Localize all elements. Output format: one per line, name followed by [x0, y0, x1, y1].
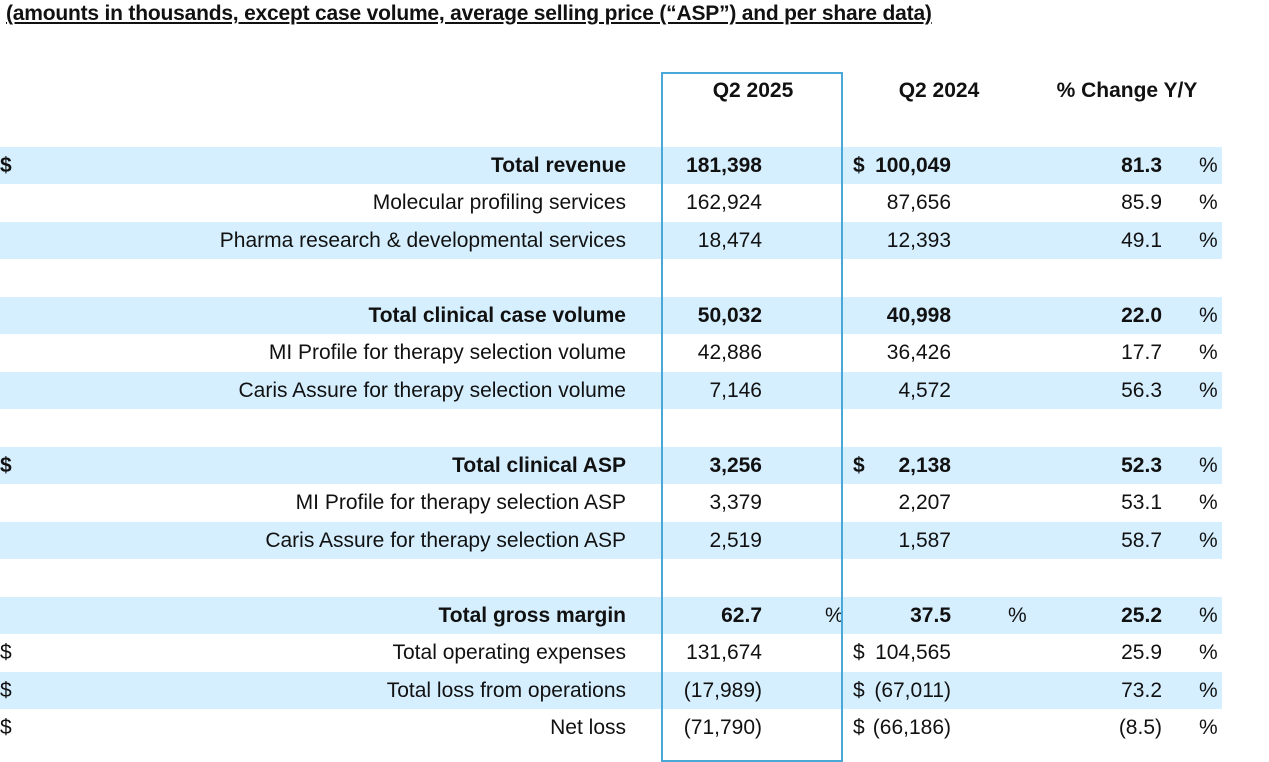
q2-2025-value: 3,256: [709, 454, 762, 477]
q2-2024-value: 2,207: [898, 491, 951, 514]
change-value: 56.3: [1121, 379, 1162, 402]
table-row: Molecular profiling services 162,924 87,65…: [0, 184, 1222, 221]
change-percent-sign: %: [1199, 641, 1218, 664]
q2-2024-value: 87,656: [886, 191, 951, 214]
change-value: 17.7: [1121, 341, 1162, 364]
q2-2024-currency: $: [853, 641, 865, 664]
change-value: 25.2: [1121, 604, 1162, 627]
q2-2024-currency: $: [853, 716, 865, 739]
q2-2025-value: 162,924: [686, 191, 762, 214]
q2-2024-value: 4,572: [898, 379, 951, 402]
change-percent-sign: %: [1199, 379, 1218, 402]
table-caption: (amounts in thousands, except case volum…: [6, 2, 932, 25]
q2-2025-value: 3,379: [709, 491, 762, 514]
q2-2025-value: 2,519: [709, 529, 762, 552]
column-header-q2-2024: Q2 2024: [898, 79, 980, 102]
change-value: 53.1: [1121, 491, 1162, 514]
row-label: Caris Assure for therapy selection volum…: [238, 379, 626, 402]
table-row: Net loss $ (71,790) $ (66,186) (8.5)%: [0, 709, 1222, 746]
row-label: Total gross margin: [438, 604, 626, 627]
row-label: Total clinical case volume: [368, 304, 626, 327]
q2-2024-value: 36,426: [886, 341, 951, 364]
row-label: MI Profile for therapy selection ASP: [295, 491, 626, 514]
change-value: 58.7: [1121, 529, 1162, 552]
change-percent-sign: %: [1199, 304, 1218, 327]
change-percent-sign: %: [1199, 341, 1218, 364]
q2-2024-value: 12,393: [886, 229, 951, 252]
row-label: Net loss: [550, 716, 626, 739]
q2-2024-value: (67,011): [874, 679, 951, 702]
row-label: MI Profile for therapy selection volume: [268, 341, 626, 364]
q2-2025-value: 62.7: [721, 604, 762, 627]
row-label: Molecular profiling services: [372, 191, 626, 214]
row-label: Total revenue: [491, 154, 626, 177]
table-row: Total operating expenses $131,674 $104,565…: [0, 634, 1222, 671]
change-percent-sign: %: [1199, 191, 1218, 214]
q2-2024-value: 37.5: [910, 604, 951, 627]
q2-2024-currency: $: [853, 154, 865, 177]
q2-2024-currency: $: [853, 454, 865, 477]
table-row: Total loss from operations $ (17,989) $ (67,…: [0, 672, 1222, 709]
q2-2025-value: (17,989): [683, 679, 762, 702]
q2-2025-value: 50,032: [697, 304, 762, 327]
q2-2024-value: 2,138: [898, 454, 951, 477]
row-label: Caris Assure for therapy selection ASP: [265, 529, 626, 552]
q2-2025-percent-sign: %: [825, 604, 844, 627]
column-header-change: % Change Y/Y: [1056, 79, 1198, 102]
change-value: 52.3: [1121, 454, 1162, 477]
q2-2025-value: 42,886: [697, 341, 762, 364]
row-label: Total operating expenses: [392, 641, 627, 664]
q2-2025-value: 18,474: [697, 229, 762, 252]
change-value: 22.0: [1121, 304, 1162, 327]
q2-2025-currency: $: [0, 454, 12, 477]
change-value: 85.9: [1121, 191, 1162, 214]
change-percent-sign: %: [1199, 716, 1218, 739]
column-header-q2-2025: Q2 2025: [712, 79, 794, 102]
change-value: 73.2: [1121, 679, 1162, 702]
q2-2024-value: (66,186): [872, 716, 951, 739]
q2-2025-currency: $: [0, 679, 12, 702]
q2-2024-currency: $: [853, 679, 865, 702]
table-row: Total clinical ASP $3,256 $2,138 52.3%: [0, 447, 1222, 484]
row-label: Total clinical ASP: [452, 454, 626, 477]
row-label: Pharma research & developmental services: [219, 229, 626, 252]
change-percent-sign: %: [1199, 604, 1218, 627]
q2-2025-value: 7,146: [709, 379, 762, 402]
change-percent-sign: %: [1199, 679, 1218, 702]
table-row: Caris Assure for therapy selection ASP 2,…: [0, 522, 1222, 559]
row-label: Total loss from operations: [386, 679, 626, 702]
change-percent-sign: %: [1199, 154, 1218, 177]
q2-2025-value: 181,398: [686, 154, 762, 177]
q2-2024-value: 40,998: [886, 304, 951, 327]
q2-2024-value: 104,565: [875, 641, 951, 664]
change-value: 25.9: [1121, 641, 1162, 664]
table-row: Total clinical case volume 50,032 40,998 22…: [0, 297, 1222, 334]
q2-2025-currency: $: [0, 641, 12, 664]
q2-2024-value: 100,049: [875, 154, 951, 177]
table-row: Caris Assure for therapy selection volum…: [0, 372, 1222, 409]
q2-2024-percent-sign: %: [1008, 604, 1027, 627]
table-row: Total revenue $181,398 $100,049 81.3%: [0, 147, 1222, 184]
change-percent-sign: %: [1199, 491, 1218, 514]
change-value: (8.5): [1118, 716, 1162, 739]
q2-2025-currency: $: [0, 716, 12, 739]
change-percent-sign: %: [1199, 229, 1218, 252]
change-percent-sign: %: [1199, 529, 1218, 552]
table-row: Pharma research & developmental services…: [0, 222, 1222, 259]
change-percent-sign: %: [1199, 454, 1218, 477]
q2-2025-value: 131,674: [686, 641, 762, 664]
q2-2025-value: (71,790): [683, 716, 762, 739]
table-row: MI Profile for therapy selection volume 4…: [0, 334, 1222, 371]
q2-2025-currency: $: [0, 154, 12, 177]
change-value: 81.3: [1121, 154, 1162, 177]
q2-2024-value: 1,587: [898, 529, 951, 552]
table-row: MI Profile for therapy selection ASP 3,37…: [0, 484, 1222, 521]
change-value: 49.1: [1121, 229, 1162, 252]
table-row: Total gross margin 62.7% 37.5% 25.2%: [0, 597, 1222, 634]
